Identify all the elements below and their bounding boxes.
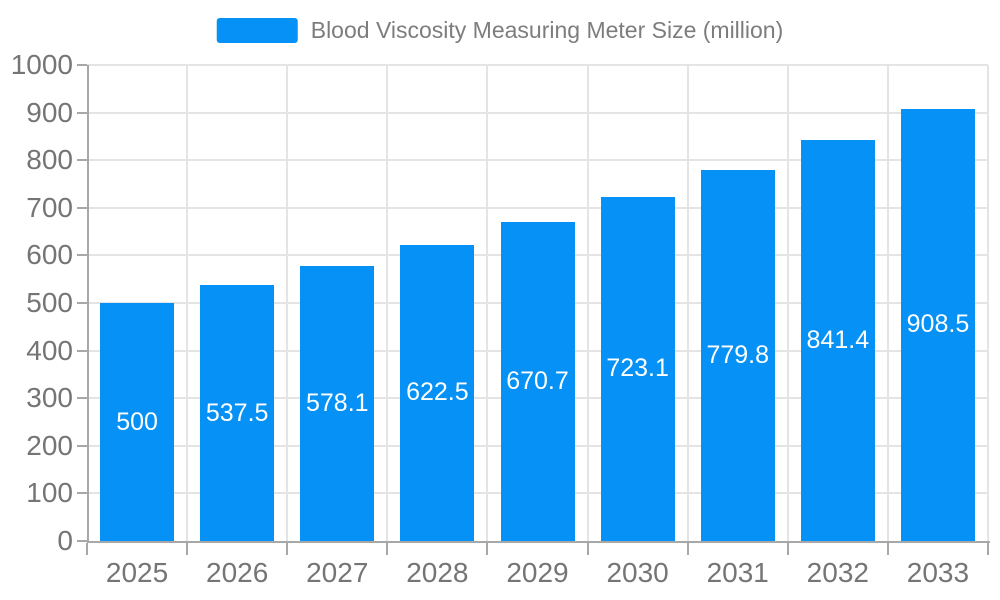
x-tick-label-2032: 2032: [806, 557, 869, 588]
bar-value-label: 841.4: [806, 326, 870, 355]
bar-value-label: 537.5: [205, 398, 269, 427]
x-tick-5: [586, 543, 589, 555]
v-gridline-6: [686, 65, 689, 541]
bar-2026[interactable]: 537.5: [200, 285, 275, 541]
v-gridline-1: [186, 65, 189, 541]
y-tick-label-700: 700: [26, 191, 73, 223]
x-tick-6: [686, 543, 689, 555]
y-tick-label-0: 0: [57, 525, 73, 556]
x-tick-7: [786, 543, 789, 555]
bar-2027[interactable]: 578.1: [300, 265, 375, 541]
v-gridline-8: [886, 65, 889, 541]
plot-area: 500 537.5 578.1 622.5 670.7 723.1 779.8 841.4 90…: [87, 64, 989, 541]
x-axis-line: [87, 541, 990, 543]
y-tick-label-500: 500: [26, 287, 73, 318]
bar-2030[interactable]: 723.1: [600, 196, 675, 541]
x-tick-label-2029: 2029: [506, 557, 569, 588]
h-gridline-900: [87, 111, 988, 114]
legend-item[interactable]: Blood Viscosity Measuring Meter Size (mi…: [216, 17, 784, 44]
v-gridline-4: [486, 65, 489, 541]
bar-value-label: 670.7: [506, 366, 569, 395]
v-gridline-9: [987, 65, 989, 541]
x-tick-8: [886, 543, 889, 555]
h-gridline-1000: [87, 64, 988, 66]
y-tick-label-800: 800: [26, 144, 73, 176]
bar-2028[interactable]: 622.5: [400, 244, 475, 541]
bar-value-label: 779.8: [706, 340, 769, 369]
y-axis-line: [87, 65, 89, 543]
bar-value-label: 500: [116, 407, 158, 436]
y-tick-0: [77, 540, 87, 542]
y-tick-800: [77, 159, 87, 162]
x-tick-label-2033: 2033: [906, 557, 970, 588]
x-tick-9: [987, 543, 989, 555]
x-tick-label-2025: 2025: [105, 557, 169, 588]
x-tick-1: [186, 543, 189, 555]
y-tick-200: [77, 444, 87, 447]
bar-value-label: 622.5: [406, 378, 469, 407]
h-gridline-700: [87, 206, 988, 209]
y-tick-label-100: 100: [26, 477, 73, 509]
y-tick-600: [77, 254, 87, 257]
y-tick-100: [77, 492, 87, 495]
x-tick-2: [286, 543, 289, 555]
bar-2031[interactable]: 779.8: [700, 169, 775, 541]
y-tick-500: [77, 302, 87, 304]
v-gridline-3: [386, 65, 389, 541]
v-gridline-2: [286, 65, 289, 541]
bar-value-label: 578.1: [305, 388, 369, 417]
bar-2029[interactable]: 670.7: [500, 221, 575, 541]
x-tick-4: [486, 543, 489, 555]
x-tick-label-2028: 2028: [406, 557, 469, 588]
v-gridline-7: [786, 65, 789, 541]
y-tick-label-400: 400: [26, 334, 73, 366]
y-tick-label-900: 900: [26, 96, 73, 128]
x-tick-label-2027: 2027: [306, 557, 369, 588]
y-tick-1000: [77, 64, 87, 66]
y-tick-300: [77, 397, 87, 400]
h-gridline-800: [87, 159, 988, 162]
x-tick-3: [386, 543, 389, 555]
x-tick-label-2026: 2026: [206, 557, 269, 588]
bar-2025[interactable]: 500: [100, 303, 175, 541]
y-tick-400: [77, 349, 87, 352]
legend-label: Blood Viscosity Measuring Meter Size (mi…: [310, 17, 784, 43]
x-tick-label-2031: 2031: [706, 557, 769, 588]
bar-value-label: 723.1: [606, 354, 669, 383]
y-tick-700: [77, 206, 87, 209]
y-tick-label-1000: 1000: [10, 49, 73, 80]
legend-swatch: [216, 18, 298, 43]
bar-value-label: 908.5: [906, 310, 970, 339]
bar-2033[interactable]: 908.5: [900, 108, 975, 541]
y-tick-label-300: 300: [26, 382, 73, 414]
x-tick-label-2030: 2030: [606, 557, 669, 588]
y-tick-900: [77, 111, 87, 114]
x-tick-0: [86, 543, 88, 555]
bar-2032[interactable]: 841.4: [800, 140, 875, 541]
v-gridline-5: [586, 65, 589, 541]
y-tick-label-200: 200: [26, 429, 73, 461]
y-tick-label-600: 600: [26, 239, 73, 271]
